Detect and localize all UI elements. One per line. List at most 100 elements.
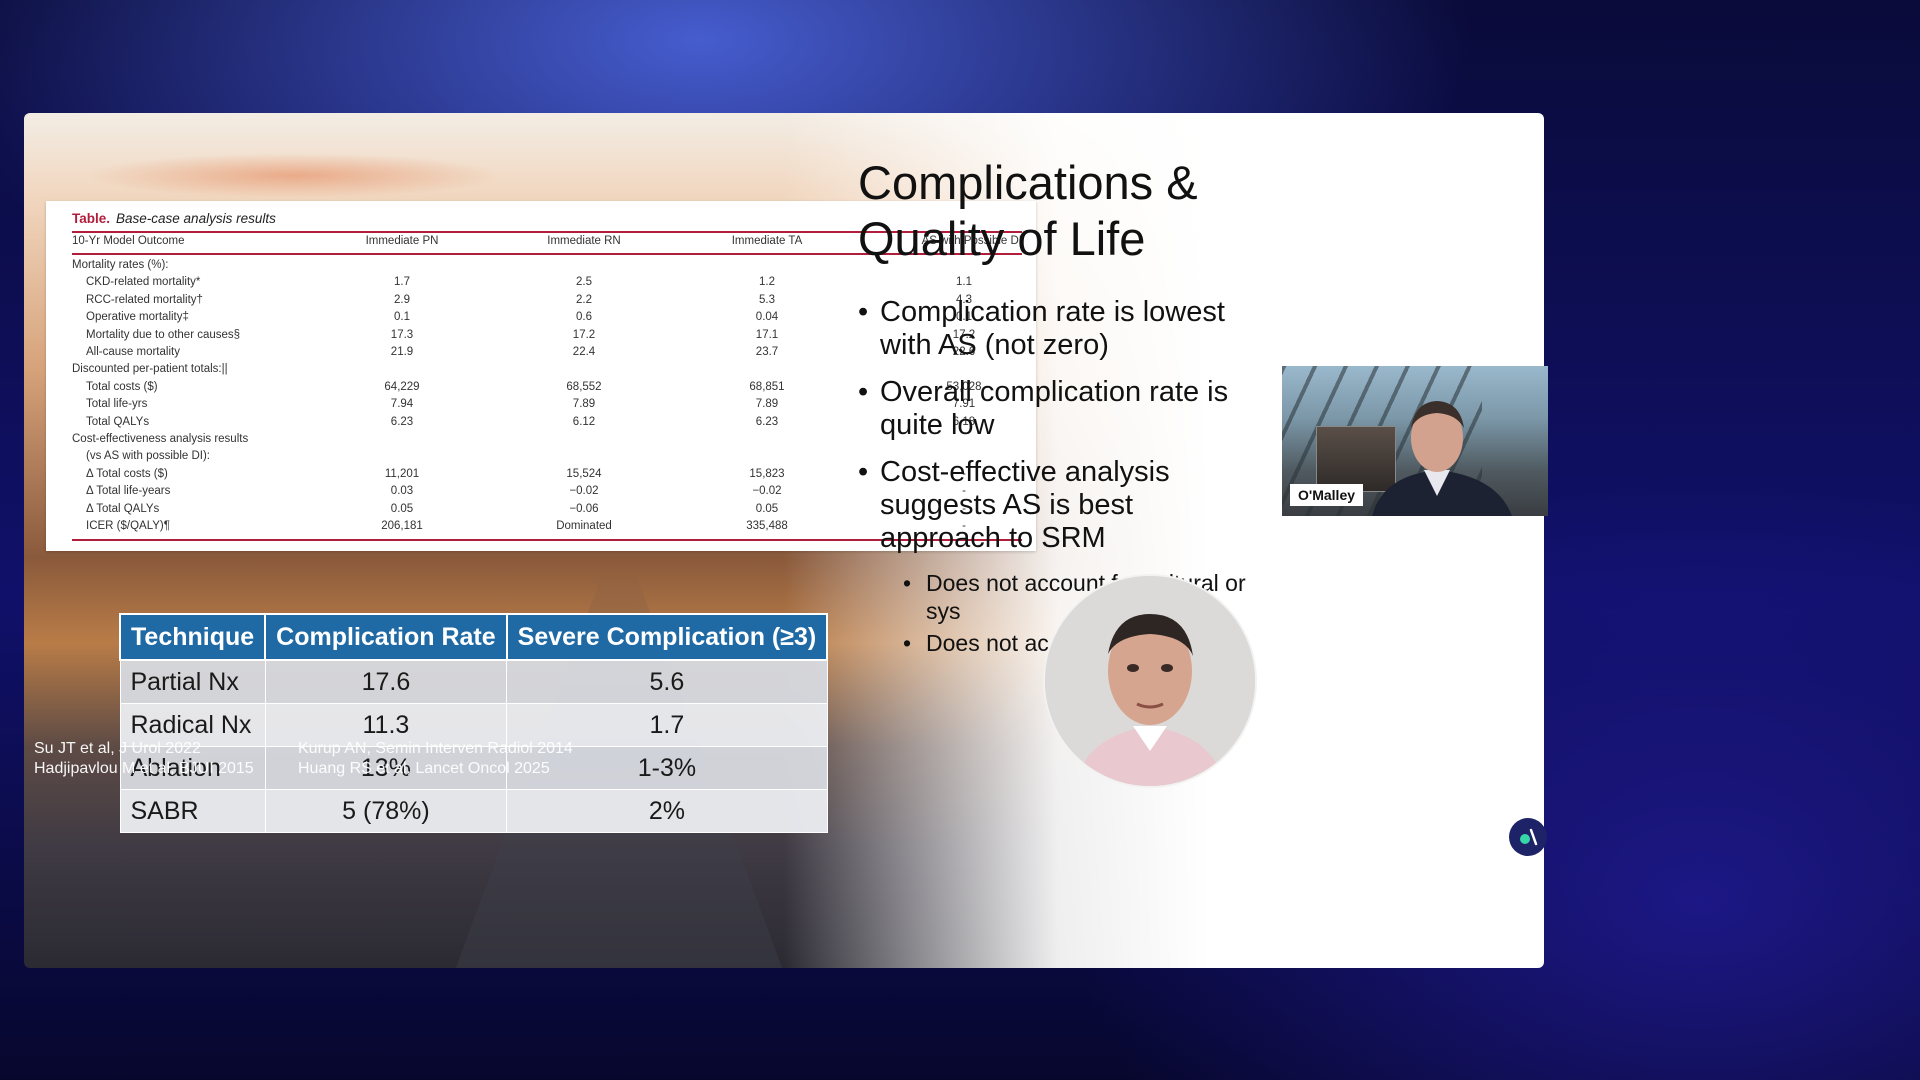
ref-row-value: −0.02 (752, 485, 782, 498)
table-row: SABR 5 (78%) 2% (119, 789, 828, 833)
citation: Kurup AN, Semin Interven Radiol 2014 (298, 740, 573, 757)
ref-row-value: 22.6 (952, 346, 976, 358)
table-bottom-rule (72, 539, 1022, 541)
ref-row-value: Dominated (556, 520, 612, 532)
severe-complication-cell: 2% (506, 789, 828, 833)
ref-row-label: (vs AS with possible DI): (86, 450, 210, 463)
table-caption-text: Base-case analysis results (116, 211, 276, 226)
ref-table-row: (vs AS with possible DI): (72, 450, 1022, 464)
ref-row-value: 6.23 (755, 415, 779, 428)
ref-row-label: Δ Total life-years (86, 485, 171, 498)
table-header-cell: 10-Yr Model Outcome (72, 235, 185, 247)
ref-row-value: 2.9 (394, 293, 410, 306)
ref-row-value: 17.1 (755, 328, 779, 341)
ref-table-row: RCC-related mortality† 2.9 2.2 5.3 4.3 (72, 294, 1022, 308)
ref-table-row: CKD-related mortality* 1.7 2.5 1.2 1.1 (72, 276, 1022, 290)
ref-table-row: Δ Total costs ($) 11,201 15,524 15,823 - (72, 468, 1022, 482)
ref-row-label: Mortality due to other causes§ (86, 328, 241, 341)
ref-row-label: Mortality rates (%): (72, 259, 169, 271)
ref-row-value: 0.05 (755, 502, 779, 515)
ref-row-label: Operative mortality‡ (86, 311, 189, 324)
ref-row-value: 17.2 (952, 328, 976, 341)
participant-avatar-icon (1372, 401, 1512, 516)
ref-row-value: 0.6 (576, 311, 592, 324)
ref-row-label: ICER ($/QALY)¶ (86, 520, 170, 532)
table-header-row: 10-Yr Model Outcome Immediate PN Immedia… (72, 235, 1022, 251)
ref-row-value: 15,823 (749, 467, 785, 480)
ref-row-value: 11,201 (384, 467, 420, 480)
technique-cell: Partial Nx (119, 659, 266, 704)
ref-row-label: RCC-related mortality† (86, 293, 203, 306)
citations-left: Su JT et al, J Urol 2022 Hadjipavlou M e… (34, 739, 254, 779)
ref-row-value: 0.04 (755, 311, 779, 324)
ref-row-value: 7.94 (390, 398, 414, 411)
table-row: Ablation 13% 1-3% (119, 746, 828, 790)
complication-rate-table: Technique Complication Rate Severe Compl… (118, 613, 829, 833)
ref-row-value: 5.3 (759, 293, 775, 306)
comp-table-header-row: Technique Complication Rate Severe Compl… (118, 613, 829, 661)
app-logo-icon[interactable] (1509, 818, 1547, 856)
ref-row-label: Discounted per-patient totals:|| (72, 363, 228, 376)
bullet-item: • Complication rate is lowest with AS (n… (858, 296, 1258, 362)
ref-row-value: 335,488 (746, 520, 788, 532)
ref-row-value: - (962, 502, 966, 515)
complication-rate-cell: 17.6 (264, 659, 508, 704)
presenter-video-circle[interactable] (1043, 574, 1257, 788)
complication-rate-cell: 11.3 (264, 703, 508, 747)
ref-row-value: 17.3 (390, 328, 414, 341)
ref-row-value: 0.1 (394, 311, 410, 324)
bullet-text: Complication rate is lowest with AS (not… (880, 296, 1225, 361)
ref-row-value: 17.2 (572, 328, 596, 341)
table-header-cell: AS with Possible DI (921, 235, 1022, 247)
ref-table-row: All-cause mortality 21.9 22.4 23.7 22.6 (72, 346, 1022, 360)
sub-bullet-dot-icon: • (903, 630, 912, 656)
ref-row-value: 1.1 (956, 276, 972, 289)
bullet-dot-icon: • (858, 376, 869, 408)
ref-table-row: Mortality due to other causes§ 17.3 17.2 17… (72, 329, 1022, 343)
table-caption-label: Table. (72, 211, 111, 226)
bullet-item: • Overall complication rate is quite low (858, 376, 1258, 442)
ref-row-value: −0.06 (569, 502, 599, 515)
ref-row-label: All-cause mortality (86, 346, 180, 358)
ref-row-value: −0.02 (569, 485, 599, 498)
table-row: Radical Nx 11.3 1.7 (119, 703, 828, 747)
citations-right: Kurup AN, Semin Interven Radiol 2014 Hua… (298, 739, 573, 779)
ref-row-value: 1.7 (394, 276, 410, 289)
logo-mark-icon (1520, 828, 1538, 846)
participant-name-tag: O'Malley (1290, 484, 1364, 506)
table-top-rule (72, 231, 1022, 233)
ref-row-value: 0.1 (956, 311, 972, 324)
ref-row-value: 68,552 (566, 380, 602, 393)
table-header-cell: Immediate TA (731, 235, 803, 247)
ref-table-row: Δ Total life-years 0.03 −0.02 −0.02 - (72, 485, 1022, 499)
citation: Su JT et al, J Urol 2022 (34, 740, 201, 757)
complication-rate-cell: 5 (78%) (264, 789, 508, 833)
ref-row-label: Δ Total QALYs (86, 502, 160, 515)
ref-row-value: - (962, 467, 966, 480)
ref-row-label: CKD-related mortality* (86, 276, 201, 289)
ref-row-value: 0.05 (390, 502, 414, 515)
ref-row-label: Total costs ($) (86, 380, 158, 393)
ref-row-value: 53,028 (946, 380, 982, 393)
ref-table-row: Cost-effectiveness analysis results (72, 433, 1022, 447)
ref-row-value: 7.91 (952, 398, 976, 411)
bullet-dot-icon: • (858, 456, 869, 488)
ref-table-row: Operative mortality‡ 0.1 0.6 0.04 0.1 (72, 311, 1022, 325)
ref-row-value: 206,181 (381, 520, 423, 532)
ref-table-row: Mortality rates (%): (72, 259, 1022, 273)
table-caption: Table. Base-case analysis results (72, 211, 276, 226)
severe-complication-cell: 5.6 (506, 659, 828, 704)
base-case-results-table: Table. Base-case analysis results 10-Yr M… (46, 201, 1036, 551)
comp-header-complication-rate: Complication Rate (264, 613, 508, 661)
ref-row-value: - (962, 520, 966, 532)
ref-row-value: 7.89 (755, 398, 779, 411)
participant-video-tile[interactable]: O'Malley (1282, 366, 1548, 516)
bullet-text: Overall complication rate is quite low (880, 376, 1229, 441)
technique-cell: SABR (119, 789, 266, 833)
ref-table-row: ICER ($/QALY)¶ 206,181 Dominated 335,488 - (72, 520, 1022, 534)
comp-header-technique: Technique (118, 613, 267, 661)
severe-complication-cell: 1.7 (506, 703, 828, 747)
ref-row-value: 15,524 (566, 467, 602, 480)
ref-row-value: 6.23 (390, 415, 414, 428)
ref-row-value: 68,851 (749, 380, 785, 393)
